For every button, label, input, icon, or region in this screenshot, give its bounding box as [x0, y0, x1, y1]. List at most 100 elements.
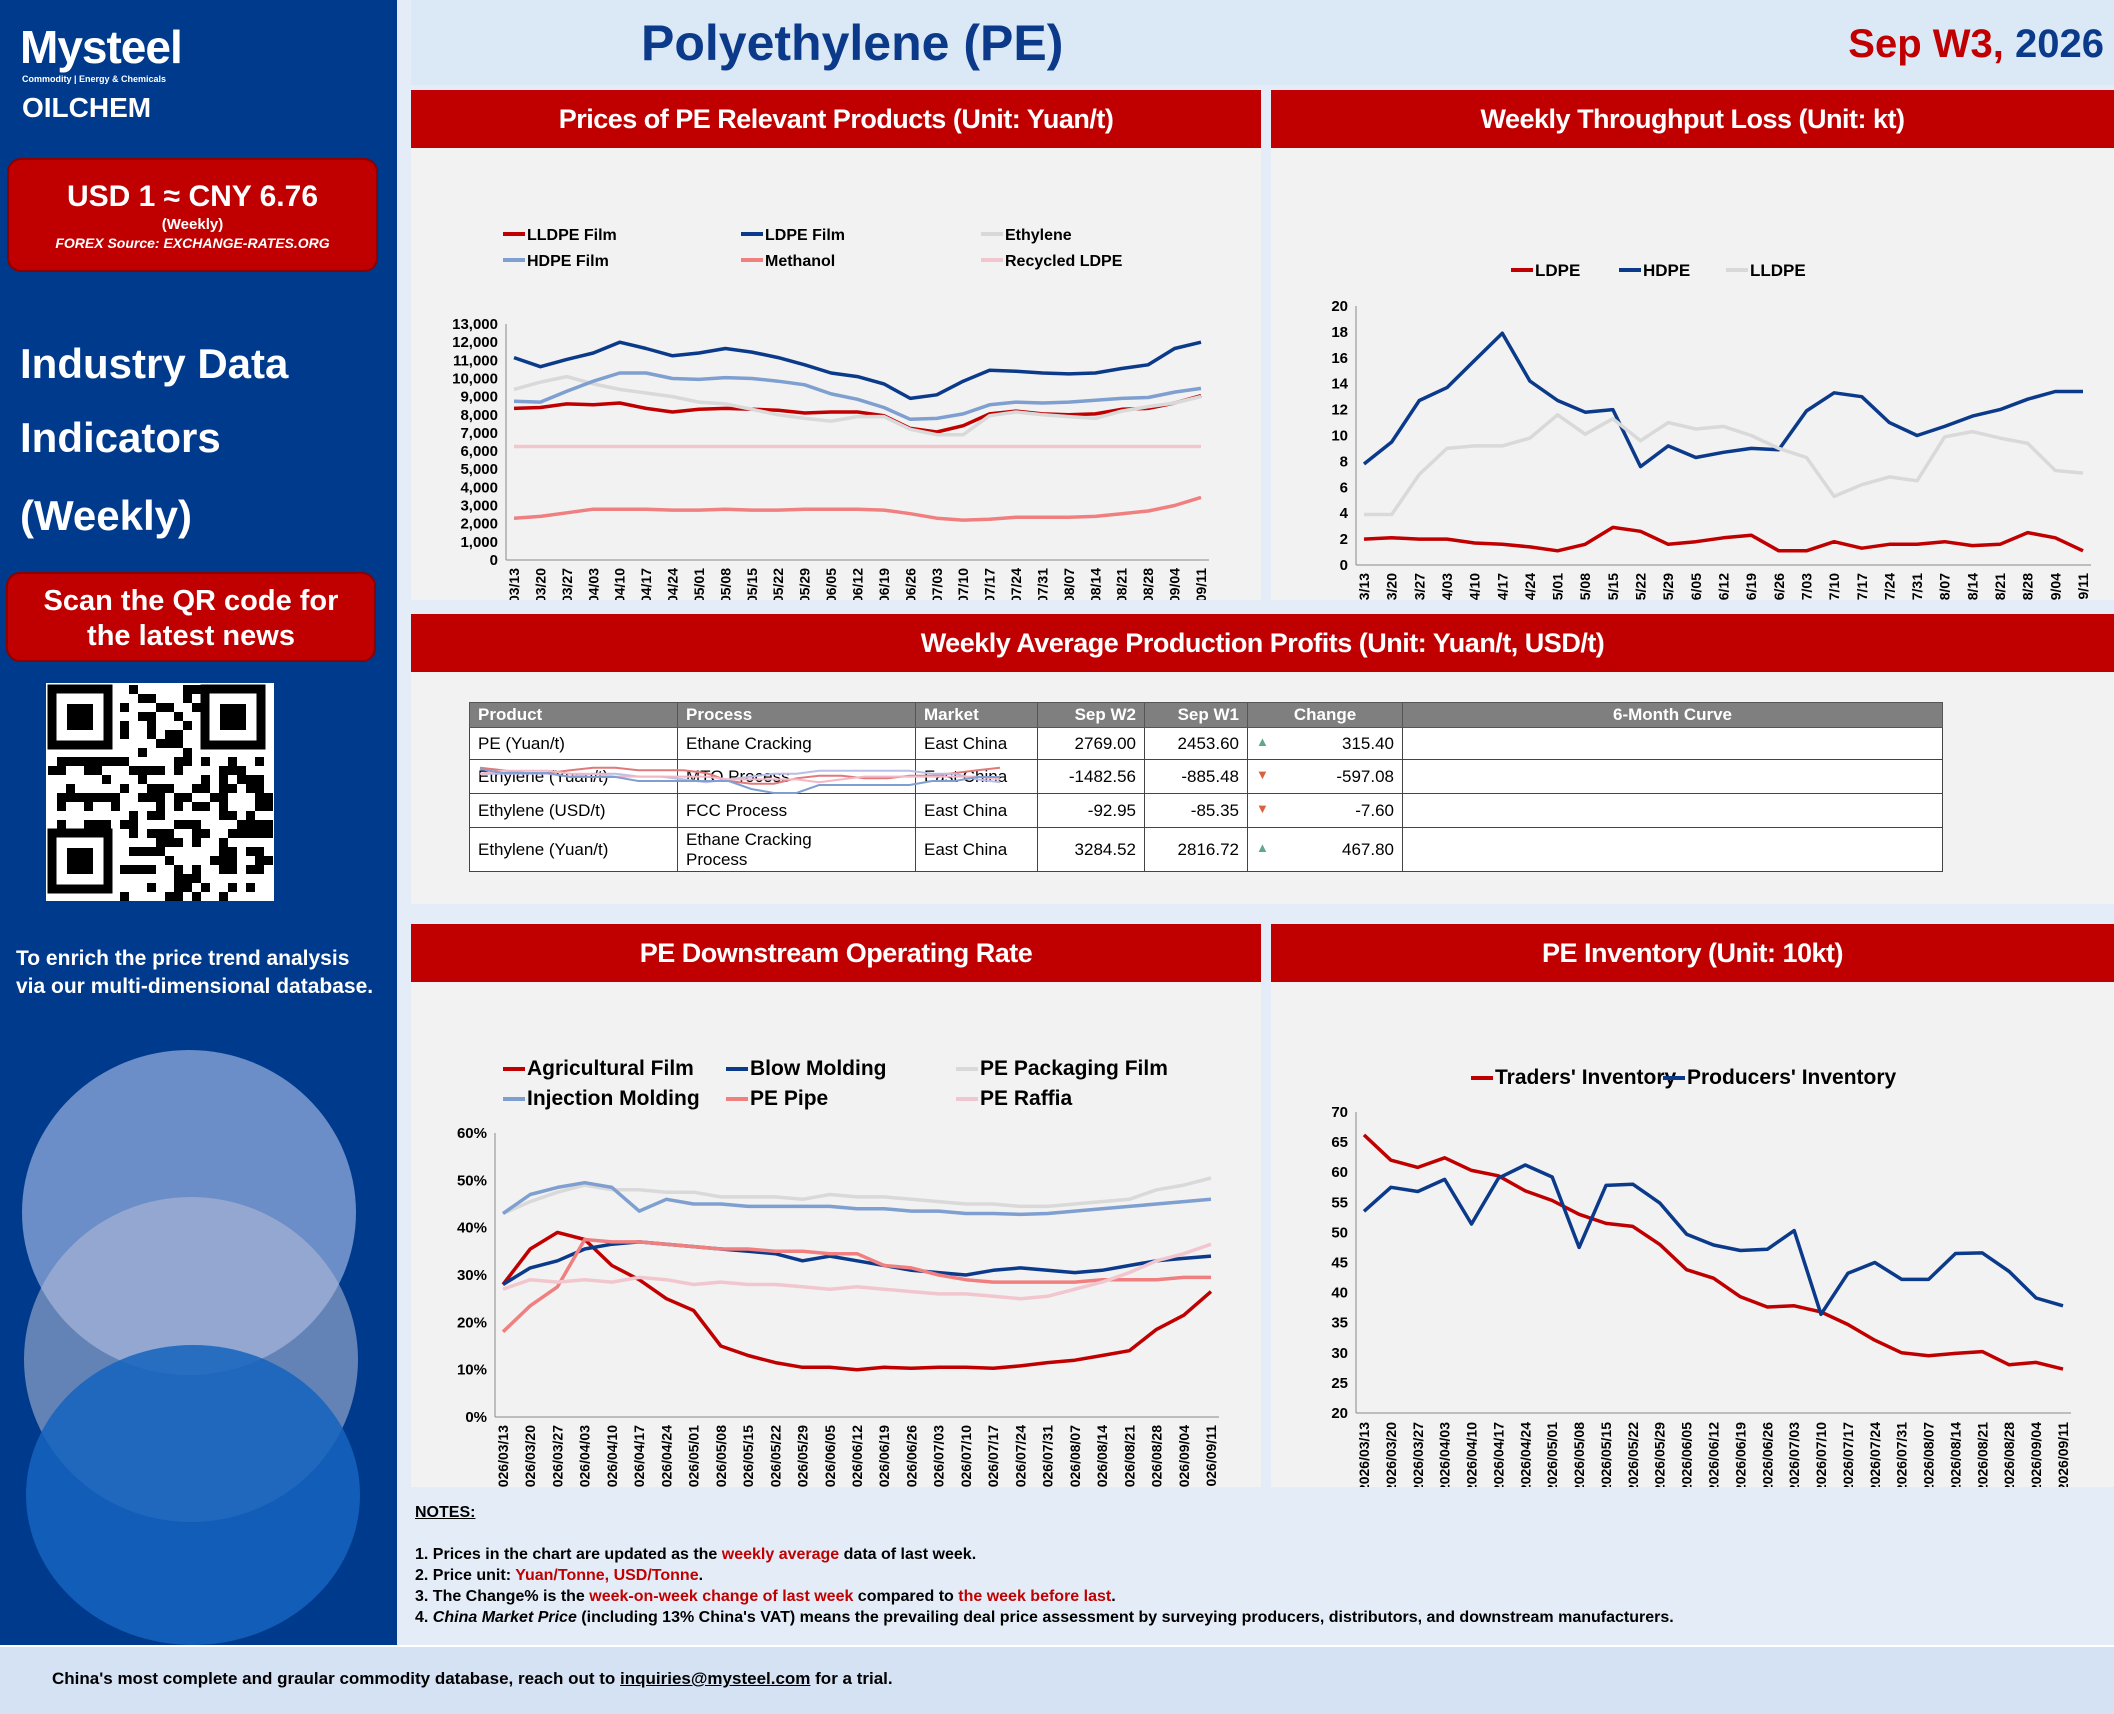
x-tick-label: 2026/08/21 — [1121, 1425, 1137, 1487]
cell-change: ▲ 315.40 — [1247, 727, 1403, 760]
legend-label: Producers' Inventory — [1687, 1066, 1897, 1089]
qr-module — [237, 766, 246, 775]
forex-period: (Weekly) — [161, 216, 224, 233]
x-tick-label: 2026/08/14 — [1087, 568, 1103, 600]
x-tick-label: 2026/03/27 — [1410, 1422, 1426, 1487]
x-tick-label: 2026/08/07 — [1067, 1425, 1083, 1487]
x-tick-label: 2026/08/28 — [2001, 1422, 2017, 1487]
qr-module — [183, 721, 192, 730]
cell-product: Ethylene (USD/t) — [469, 793, 678, 828]
qr-module — [138, 865, 147, 874]
cell-sep-w2: 2769.00 — [1037, 727, 1145, 760]
change-value: 467.80 — [1342, 839, 1394, 859]
x-tick-label: 2026/04/17 — [631, 1425, 647, 1487]
contact-email-link[interactable]: inquiries@mysteel.com — [620, 1669, 811, 1688]
triangle-up-icon: ▲ — [1256, 733, 1269, 749]
x-tick-label: 2026/04/24 — [1517, 1422, 1533, 1487]
y-tick-label: 45 — [1331, 1255, 1348, 1272]
qr-module — [57, 757, 66, 766]
x-tick-label: 2026/07/03 — [1798, 573, 1814, 600]
qr-module — [147, 766, 156, 775]
x-tick-label: 2026/08/07 — [1061, 568, 1077, 600]
x-tick-label: 2026/03/13 — [506, 568, 522, 600]
operating-rate-chart: 0% 10% 20% 30% 40% 50% 60% 2026/03/13 2026/03/20… — [457, 1057, 1219, 1487]
qr-module — [120, 703, 129, 712]
x-tick-label: 2026/06/12 — [849, 1425, 865, 1487]
qr-module — [183, 883, 192, 892]
y-tick-label: 13,000 — [452, 316, 498, 333]
cell-sparkline — [479, 767, 1943, 872]
x-tick-label: 2026/09/11 — [1193, 568, 1209, 600]
qr-code-image[interactable] — [46, 683, 274, 901]
x-tick-label: 2026/07/10 — [1826, 573, 1842, 600]
cell-sparkline — [479, 727, 1943, 785]
note-3-c: compared to — [853, 1588, 959, 1605]
y-tick-label: 0 — [490, 552, 498, 569]
indicator-title-2: Indicators — [20, 414, 221, 461]
x-tick-label: 2026/07/03 — [1786, 1422, 1802, 1487]
qr-module — [138, 712, 147, 721]
qr-module — [147, 883, 156, 892]
qr-module — [165, 856, 174, 865]
indicator-title-1: Industry Data — [20, 340, 289, 387]
x-tick-label: 2026/06/05 — [1679, 1422, 1695, 1487]
cell-sparkline — [479, 759, 1943, 794]
qr-module — [219, 775, 228, 784]
triangle-down-icon: ▼ — [1256, 766, 1269, 782]
x-tick-label: 2026/06/05 — [1688, 573, 1704, 600]
qr-module — [246, 820, 255, 829]
x-tick-label: 2026/06/19 — [1743, 573, 1759, 600]
x-tick-label: 2026/07/10 — [955, 568, 971, 600]
qr-module — [156, 766, 165, 775]
qr-module — [93, 757, 102, 766]
oilchem-logo[interactable]: OILCHEM — [22, 92, 152, 123]
qr-module — [255, 847, 264, 856]
y-tick-label: 20 — [1331, 298, 1348, 315]
qr-scan-button[interactable]: Scan the QR code for the latest news — [6, 572, 376, 662]
mysteel-logo-subtitle: Commodity | Energy & Chemicals — [22, 74, 167, 84]
qr-module — [237, 829, 246, 838]
qr-module — [93, 820, 102, 829]
x-tick-label: 2026/09/11 — [2075, 573, 2091, 600]
qr-module — [192, 892, 201, 901]
y-tick-label: 25 — [1331, 1375, 1348, 1392]
x-tick-label: 2026/05/08 — [717, 568, 733, 600]
x-tick-label: 2026/04/10 — [1464, 1422, 1480, 1487]
x-tick-label: 2026/08/21 — [1114, 568, 1130, 600]
sparkline — [479, 769, 1000, 783]
y-tick-label: 40 — [1331, 1285, 1348, 1302]
qr-module — [66, 793, 75, 802]
qr-module — [165, 739, 174, 748]
col-change: Change — [1247, 702, 1403, 728]
qr-module — [84, 766, 93, 775]
x-tick-label: 2026/09/11 — [1203, 1425, 1219, 1487]
note-2-dot: . — [698, 1567, 704, 1584]
qr-module — [156, 811, 165, 820]
cell-sparkline — [479, 769, 1943, 828]
note-1: 1. Prices in the chart are updated as th… — [415, 1544, 1674, 1565]
x-tick-label: 2026/09/04 — [1167, 568, 1183, 600]
qr-module — [165, 838, 174, 847]
x-tick-label: 2026/09/04 — [2047, 573, 2063, 600]
triangle-down-icon: ▼ — [1256, 800, 1269, 816]
qr-module — [192, 865, 201, 874]
x-tick-label: 2026/03/13 — [1356, 1422, 1372, 1487]
qr-module — [228, 883, 237, 892]
x-tick-label: 2026/05/29 — [795, 1425, 811, 1487]
qr-module — [111, 802, 120, 811]
series-line-producers-inventory — [1362, 1163, 2064, 1317]
x-tick-label: 2026/06/12 — [1716, 573, 1732, 600]
qr-module — [183, 694, 192, 703]
qr-module — [219, 847, 228, 856]
qr-module — [237, 775, 246, 784]
qr-module — [255, 829, 264, 838]
qr-module — [201, 829, 210, 838]
legend-label: HDPE Film — [527, 253, 609, 270]
main-content: Polyethylene (PE) Sep W3, 2026 Prices of… — [411, 0, 2114, 1645]
qr-module — [165, 892, 174, 901]
x-tick-label: 2026/05/01 — [686, 1425, 702, 1487]
x-tick-label: 2026/08/07 — [1921, 1422, 1937, 1487]
qr-module — [156, 793, 165, 802]
qr-module — [219, 793, 228, 802]
mysteel-logo[interactable]: Mysteel — [20, 21, 183, 73]
